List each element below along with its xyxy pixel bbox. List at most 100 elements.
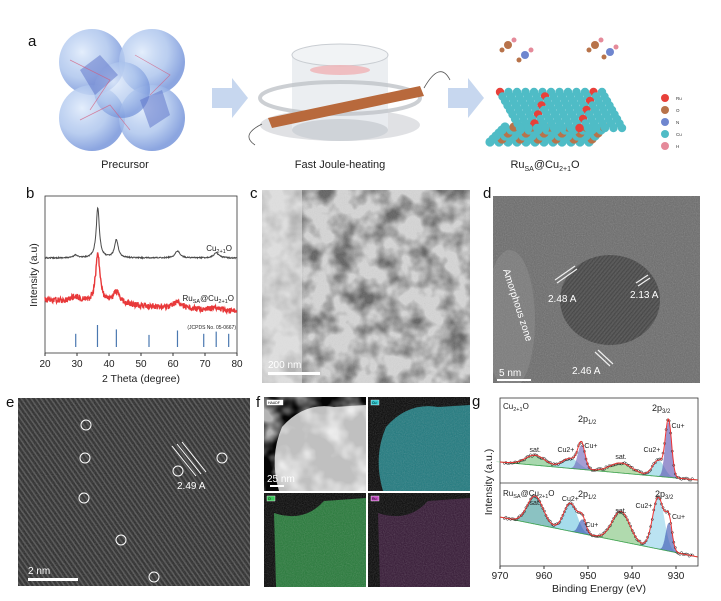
x-tick-label: 20: [39, 359, 51, 370]
eds-map-o: O: [264, 493, 366, 587]
series-label-rusa: RuSA@Cu2+1O: [182, 294, 234, 305]
molecule-atom: [586, 47, 592, 53]
x-tick-label: 960: [536, 571, 553, 582]
d-spacing-label: 2.46 A: [572, 366, 601, 377]
orbital-label: 2p1/2: [578, 414, 597, 426]
atom-circle-marker: [148, 571, 160, 583]
legend-label: Cu: [676, 132, 682, 137]
data-point: [530, 495, 534, 499]
cu-atom: [592, 123, 601, 133]
map-tag-label: Ru: [372, 497, 377, 501]
panel-e-haadf-image: e 2.49 A 2 nm: [6, 394, 250, 586]
molecule-atom: [528, 47, 534, 53]
peak-label: Cu2+: [635, 503, 652, 510]
x-tick-label: 40: [103, 359, 115, 370]
legend-label: H: [676, 144, 679, 149]
x-tick-label: 70: [199, 359, 211, 370]
product-label: RuSA@Cu2+1O: [510, 159, 580, 173]
cu-atom: [549, 123, 559, 133]
cu-atom: [617, 123, 627, 133]
x-tick-label: 940: [624, 571, 641, 582]
data-point: [566, 503, 569, 507]
map-shape: [264, 397, 366, 491]
panel-a: a Precursor Fast Joule-heating RuSA@Cu2+…: [28, 29, 682, 173]
data-point: [519, 514, 523, 517]
x-tick-label: 50: [135, 359, 147, 370]
orbital-label: 2p3/2: [655, 489, 674, 501]
molecule-atom: [613, 44, 619, 50]
series-line: [44, 206, 237, 260]
x-tick-label: 80: [231, 359, 243, 370]
reference-label: (JCPDS No. 05-0667): [187, 325, 236, 331]
atom-circle-marker: [79, 452, 91, 464]
map-shape: [368, 397, 470, 491]
legend-swatch: [661, 142, 669, 150]
series-label-cu2o: Cu2+1O: [206, 244, 232, 255]
scale-bar: [28, 578, 78, 581]
peak-label: Cu2+: [643, 447, 660, 454]
envelope-fit-line: [500, 418, 698, 481]
x-axis-label: Binding Energy (eV): [552, 583, 646, 595]
panel-label-f: f: [256, 394, 261, 411]
precursor-illustration: [59, 29, 185, 151]
step-joule-label: Fast Joule-heating: [295, 159, 386, 171]
atom-circle-marker: [216, 452, 228, 464]
scale-label: 2 nm: [28, 566, 50, 577]
molecule-atom: [516, 57, 522, 63]
x-tick-label: 30: [71, 359, 83, 370]
plot-frame: [499, 397, 699, 567]
series-line: [44, 252, 238, 316]
panel-f-eds-mapping: f HAADF Cu O Ru 25 nm: [256, 394, 470, 587]
legend-label: Ru: [676, 96, 682, 101]
panel-label-a: a: [28, 33, 37, 50]
d-spacing-label: 2.48 A: [548, 294, 577, 305]
molecule-atom: [521, 51, 529, 59]
cu-atom: [515, 123, 525, 133]
data-point: [637, 539, 640, 543]
cu-atom: [583, 123, 593, 133]
molecule-atom: [511, 37, 517, 43]
cu-atom: [609, 123, 618, 133]
peak-label: Cu2+: [562, 496, 579, 503]
atom-legend: Ru O N Cu H: [661, 94, 682, 150]
y-axis-label: Intensity (a.u.): [483, 449, 495, 516]
arrow-icon: [448, 78, 484, 118]
peak-label: sat.: [615, 508, 626, 515]
molecule-atom: [606, 48, 614, 56]
panel-label-d: d: [483, 185, 491, 202]
x-axis-label: 2 Theta (degree): [102, 373, 180, 385]
y-axis-label: Intensity (a.u): [28, 243, 40, 307]
molecule-atom: [591, 41, 599, 49]
background-line: [499, 516, 698, 558]
background: [262, 190, 302, 383]
panel-d-hrtem-image: d 2.48 A 2.13 A 2.46 A Amorphous zone 5 …: [483, 185, 700, 383]
orbital-label: 2p3/2: [652, 403, 671, 415]
map-shape: [264, 493, 366, 587]
data-point: [644, 539, 648, 543]
background-line: [500, 461, 698, 481]
data-point: [615, 512, 619, 516]
scale-label: 5 nm: [499, 368, 521, 379]
scale-bar: [268, 372, 320, 375]
d-spacing-label: 2.13 A: [630, 290, 659, 301]
eds-map-haadf: HAADF: [264, 397, 366, 491]
data-point: [546, 516, 549, 520]
scale-bar: [497, 379, 531, 381]
map-tag: [370, 399, 380, 406]
step-precursor-label: Precursor: [101, 159, 149, 171]
data-point: [589, 532, 592, 536]
map-tag-label: Cu: [372, 401, 377, 405]
texture: [264, 493, 366, 587]
scale-label: 25 nm: [267, 474, 295, 485]
map-tag-label: HAADF: [268, 401, 280, 405]
peak-label: sat.: [615, 454, 626, 461]
cu-atom: [558, 123, 567, 133]
catalyst-slab-illustration: [485, 37, 627, 147]
cu-atom: [566, 123, 576, 133]
subplot-title: Cu2+1O: [503, 402, 529, 413]
d-spacing-label: 2.49 A: [177, 481, 206, 492]
peak-label: Cu+: [584, 443, 597, 450]
panel-b-xrd-chart: b 20 30 40 50 60 70 80 2 Theta (degree) Intens…: [26, 185, 243, 385]
x-tick-label: 970: [492, 571, 509, 582]
